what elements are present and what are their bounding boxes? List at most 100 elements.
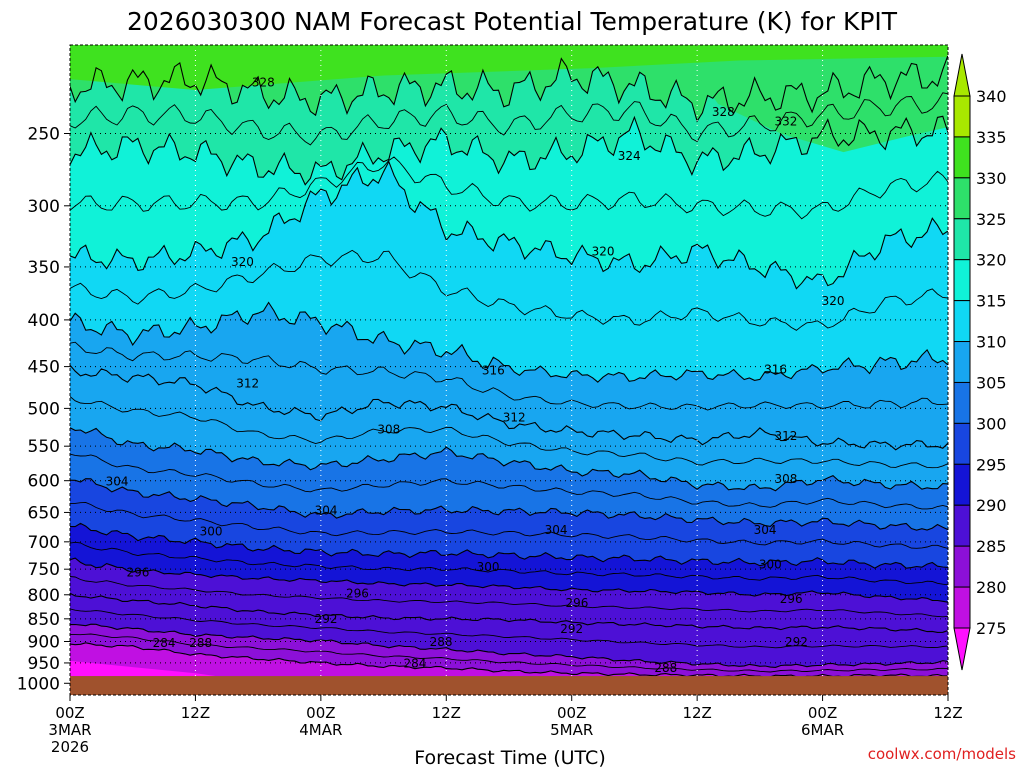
y-tick-label: 400 [28, 311, 60, 331]
contour-label: 300 [200, 525, 223, 539]
colorbar-swatch [953, 586, 971, 629]
contour-label: 300 [477, 560, 500, 574]
contour-320 [70, 160, 948, 290]
x-tick-label: 00Z [306, 704, 335, 722]
colorbar-label: 325 [976, 210, 1007, 229]
contour-312 [70, 364, 948, 451]
contour-label: 328 [252, 75, 275, 89]
plot-area: 328 328 332 324 320 320 320 316 316 312 312 312 308 3… [69, 44, 949, 696]
y-tick-label: 250 [28, 124, 60, 144]
y-tick-label: 550 [28, 437, 60, 457]
x-tick-label: 2026 [51, 738, 89, 756]
contour-322 [70, 156, 948, 220]
x-tick-label: 12Z [432, 704, 461, 722]
contour-304 [70, 478, 948, 531]
x-tick-label: 12Z [181, 704, 210, 722]
colorbar-label: 290 [976, 496, 1007, 515]
contour-label: 292 [315, 612, 338, 626]
contour-label: 288 [189, 636, 212, 650]
contour-286 [70, 633, 948, 673]
contour-label: 320 [822, 294, 845, 308]
contour-label: 288 [654, 661, 677, 675]
contour-310 [70, 396, 948, 469]
contour-labels: 328 328 332 324 320 320 320 316 316 312 312 312 308 3… [106, 75, 845, 675]
contour-306 [70, 453, 948, 510]
contour-label: 304 [754, 523, 777, 537]
contour-label: 308 [775, 472, 798, 486]
colorbar-label: 275 [976, 619, 1007, 638]
x-tick-label: 00Z [55, 704, 84, 722]
colorbar-swatch [953, 422, 971, 465]
band-warm-patch [676, 45, 948, 153]
colorbar-swatch [953, 504, 971, 547]
y-tick-label: 300 [28, 197, 60, 217]
colorbar-top-arrow [953, 53, 971, 97]
contour-label: 296 [780, 592, 803, 606]
y-tick-label: 450 [28, 358, 60, 378]
contour-292 [70, 592, 948, 633]
contour-316 [70, 301, 948, 383]
colorbar-bottom-arrow [953, 627, 971, 671]
x-tick-label: 6MAR [801, 721, 844, 739]
chart-title: 2026030300 NAM Forecast Potential Temper… [127, 7, 898, 36]
colorbar-swatch [953, 381, 971, 424]
contour-326 [70, 92, 948, 146]
colorbar-swatch [953, 341, 971, 383]
contour-label: 296 [346, 586, 369, 600]
contour-324 [70, 115, 948, 186]
contour-label: 312 [236, 376, 259, 390]
contour-label: 324 [618, 149, 641, 163]
contour-308 [70, 427, 948, 492]
contour-label: 328 [712, 105, 735, 119]
credit-link[interactable]: coolwx.com/models [868, 745, 1016, 763]
contour-label: 312 [775, 429, 798, 443]
contour-label: 304 [106, 475, 129, 489]
contour-294 [70, 576, 948, 618]
y-tick-label: 900 [28, 632, 60, 652]
contour-label: 332 [775, 115, 798, 129]
x-tick-label: 5MAR [550, 721, 593, 739]
contour-label: 304 [315, 504, 338, 518]
colorbar-swatch [953, 545, 971, 588]
contour-label: 296 [565, 596, 588, 610]
plot-frame [69, 44, 949, 696]
y-tick-label: 1000 [17, 674, 60, 694]
y-tick-label: 500 [28, 399, 60, 419]
x-tick-label: 00Z [808, 704, 837, 722]
x-tick-label: 12Z [682, 704, 711, 722]
y-tick-label: 850 [28, 610, 60, 630]
colorbar-label: 300 [976, 414, 1007, 433]
contour-label: 316 [764, 363, 787, 377]
theta-contours [70, 55, 948, 679]
colorbar: 340 335 330 325 320 315 310 305 300 295 290 285 280 2… [953, 53, 1007, 671]
colorbar-label: 285 [976, 537, 1007, 556]
colorbar-label: 330 [976, 169, 1007, 188]
contour-298 [70, 541, 948, 586]
ground-surface [70, 676, 948, 695]
contour-label: 312 [503, 410, 526, 424]
band-275-280 [70, 660, 217, 677]
contour-label: 288 [430, 635, 453, 649]
colorbar-swatch [953, 300, 971, 343]
contour-label: 292 [785, 635, 808, 649]
contour-label: 304 [545, 523, 568, 537]
colorbar-label: 320 [976, 251, 1007, 270]
y-tick-label: 600 [28, 472, 60, 492]
colorbar-swatch [953, 95, 971, 138]
contour-label: 316 [482, 363, 505, 377]
contour-302 [70, 501, 948, 549]
contour-label: 308 [377, 422, 400, 436]
x-tick-label: 4MAR [299, 721, 342, 739]
contour-label: 296 [126, 565, 149, 579]
colorbar-swatch [953, 259, 971, 302]
y-tick-label: 950 [28, 654, 60, 674]
contour-label: 284 [153, 636, 176, 650]
contour-label: 300 [759, 557, 782, 571]
colorbar-label: 295 [976, 455, 1007, 474]
contour-314 [70, 341, 948, 411]
y-axis: 2503003504004505005506006507007508008509… [17, 124, 70, 694]
colorbar-swatch [953, 218, 971, 261]
colorbar-label: 280 [976, 578, 1007, 597]
